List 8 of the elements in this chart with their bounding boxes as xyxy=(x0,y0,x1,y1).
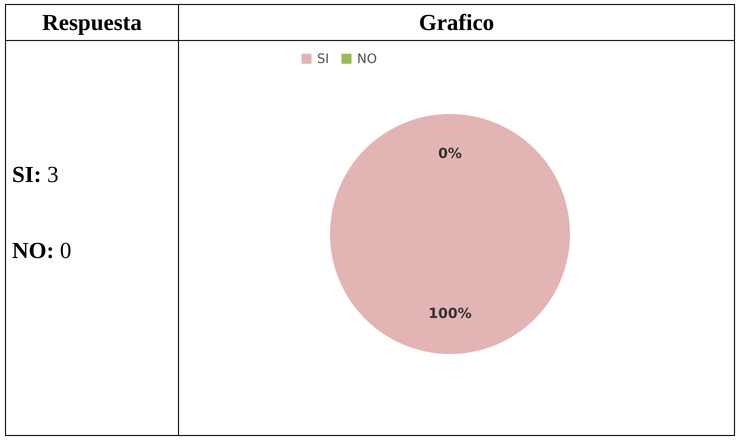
data-label: 100% xyxy=(428,306,472,322)
legend-label: SI xyxy=(317,52,330,67)
text: SI: 3 xyxy=(12,162,60,188)
text: Respuesta xyxy=(6,4,178,40)
text: NO: 0 xyxy=(12,238,72,264)
legend-label: NO xyxy=(357,52,377,67)
text: 0% xyxy=(438,146,462,162)
chart-title: Grafico xyxy=(178,4,734,40)
